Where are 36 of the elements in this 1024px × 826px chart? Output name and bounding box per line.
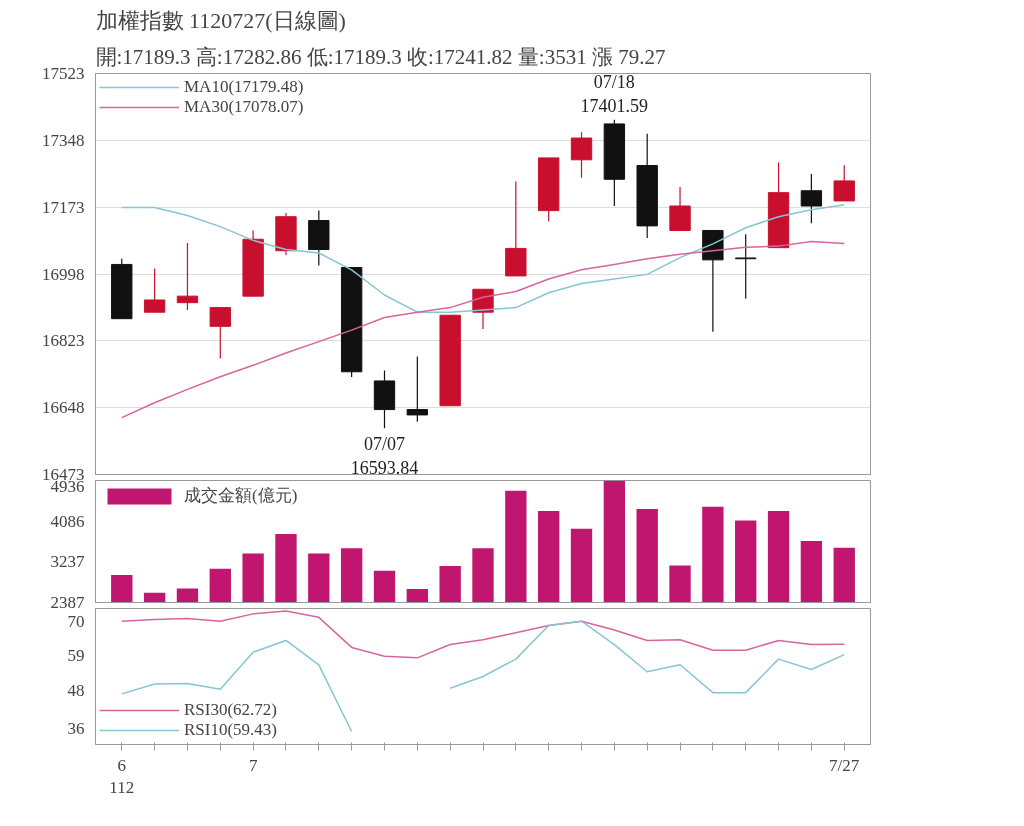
x-tick-label: 7 <box>248 755 258 775</box>
candlestick <box>833 164 855 202</box>
line-series <box>121 203 845 313</box>
y-tick-label: 3237 <box>50 552 85 572</box>
y-tick-label: 59 <box>67 646 85 666</box>
y-tick-label: 4086 <box>50 511 85 531</box>
y-tick-label: 16823 <box>42 331 85 351</box>
legend-label: MA10(17179.48) <box>184 77 304 97</box>
y-tick-label: 16648 <box>42 398 85 418</box>
candlestick <box>176 242 199 311</box>
candlestick <box>143 268 166 313</box>
line-series <box>121 240 845 419</box>
y-tick-label: 2387 <box>50 593 85 612</box>
y-tick-label: 16998 <box>42 264 85 284</box>
chart-title: 加權指數 1120727(日線圖) <box>95 7 346 33</box>
y-tick-label: 48 <box>67 681 85 701</box>
legend-label: MA30(17078.07) <box>184 97 304 117</box>
candlestick <box>735 233 757 300</box>
chart-subtitle: 開:17189.3 高:17282.86 低:17189.3 收:17241.82 量:3531 漲 79.27 <box>95 44 666 69</box>
y-tick-label: 70 <box>67 611 85 631</box>
y-tick-label: 17173 <box>42 197 85 217</box>
annotation: 07/18 17401.59 <box>580 71 649 116</box>
candlestick <box>406 355 428 423</box>
x-tick-label: 6 112 <box>109 755 135 798</box>
candlestick <box>570 131 593 179</box>
candlestick <box>209 307 231 359</box>
y-tick-label: 17523 <box>42 64 85 83</box>
candlestick <box>800 173 823 224</box>
legend-label: 成交金額(億元) <box>184 485 298 507</box>
legend-label: RSI30(62.72) <box>184 700 278 720</box>
y-tick-label: 17348 <box>42 130 85 150</box>
annotation: 07/07 16593.84 <box>350 434 419 479</box>
line-series <box>121 610 845 659</box>
x-tick-label: 7/27 <box>829 755 860 775</box>
legend-label: RSI10(59.43) <box>184 720 278 740</box>
y-tick-label: 36 <box>67 719 85 739</box>
